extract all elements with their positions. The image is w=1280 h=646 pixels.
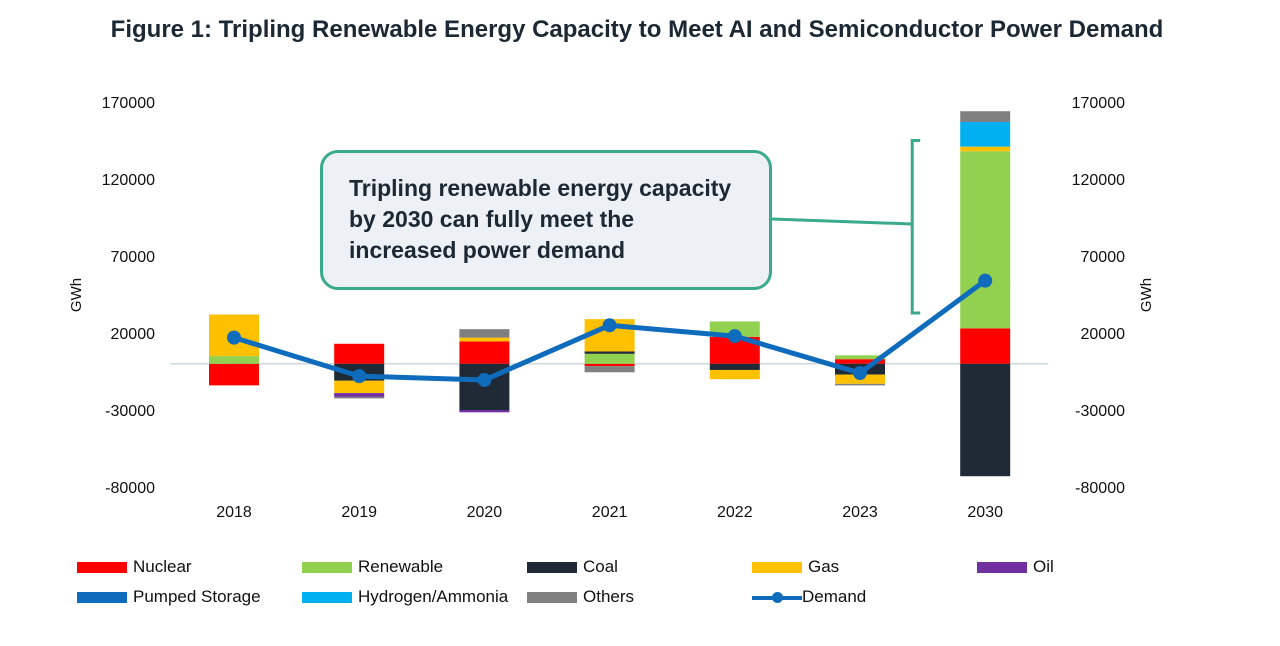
- y-axis-left: 170000 120000 70000 20000 -30000 -80000: [102, 95, 155, 497]
- bar-oil-2020: [459, 410, 510, 413]
- x-tick-2021: 2021: [592, 504, 628, 521]
- legend-label: Others: [583, 587, 635, 606]
- bar-others-2023: [835, 383, 885, 386]
- legend-item-pumped-storage: Pumped Storage: [77, 586, 261, 608]
- x-axis: 2018 2019 2020 2021 2022 2023 2030: [216, 504, 1003, 521]
- legend-swatch: [77, 591, 127, 603]
- legend-label: Gas: [808, 557, 840, 576]
- legend-swatch: [77, 561, 127, 573]
- x-tick-2018: 2018: [216, 504, 252, 521]
- legend-item-nuclear: Nuclear: [77, 556, 192, 578]
- bar-gas-2019: [334, 380, 385, 394]
- legend-item-hydrogen-ammonia: Hydrogen/Ammonia: [302, 586, 508, 608]
- legend-swatch: [977, 561, 1027, 573]
- x-tick-2020: 2020: [467, 504, 503, 521]
- bar-coal-2021: [584, 351, 635, 354]
- y-axis-title-left: GWh: [68, 278, 85, 312]
- y-tick-left: 120000: [102, 172, 155, 189]
- y-tick-right: -30000: [1075, 403, 1125, 420]
- y-tick-left: 20000: [111, 326, 156, 343]
- bar-nuclear-2019: [334, 343, 385, 364]
- legend-label: Renewable: [358, 557, 444, 576]
- bar-renewable-2021: [584, 353, 635, 364]
- callout-connector: [771, 217, 913, 226]
- y-axis-title-right: GWh: [1138, 278, 1155, 312]
- legend-item-coal: Coal: [527, 556, 618, 578]
- bar-others-2020: [459, 329, 510, 338]
- legend-swatch: [527, 591, 577, 603]
- bar-nuclear-2018: [209, 363, 259, 386]
- legend: Nuclear Renewable Coal Gas Oil Pumped Storage…: [0, 556, 1280, 616]
- demand-point-2019: [352, 369, 367, 384]
- y-tick-right: -80000: [1075, 480, 1125, 497]
- bar-hydrogen-ammonia-2030: [960, 122, 1011, 147]
- legend-item-oil: Oil: [977, 556, 1054, 578]
- y-axis-right: 170000 120000 70000 20000 -30000 -80000: [1072, 95, 1125, 497]
- demand-line-layer: [227, 273, 993, 387]
- chart-title: Figure 1: Tripling Renewable Energy Capa…: [110, 16, 1164, 43]
- legend-label: Coal: [583, 557, 618, 576]
- y-tick-left: 170000: [102, 95, 155, 112]
- x-tick-2030: 2030: [967, 504, 1003, 521]
- bar-coal-2030: [960, 363, 1011, 477]
- legend-swatch: [302, 591, 352, 603]
- bar-renewable-2030: [960, 151, 1011, 329]
- bar-nuclear-2030: [960, 328, 1011, 364]
- legend-swatch: [752, 561, 802, 573]
- y-tick-left: 70000: [111, 249, 156, 266]
- bar-renewable-2018: [209, 356, 259, 364]
- x-tick-2022: 2022: [717, 504, 753, 521]
- demand-point-2020: [477, 372, 492, 387]
- bar-oil-2019: [334, 393, 385, 397]
- y-tick-right: 70000: [1081, 249, 1126, 266]
- bar-nuclear-2020: [459, 341, 510, 364]
- bar-gas-2022: [709, 369, 760, 380]
- legend-label: Demand: [802, 587, 867, 606]
- bars-layer: [209, 111, 1011, 477]
- legend-item-demand: Demand: [752, 586, 866, 608]
- bar-others-2019: [334, 396, 385, 399]
- demand-point-2018: [227, 330, 241, 345]
- legend-item-renewable: Renewable: [302, 556, 443, 578]
- demand-point-2023: [853, 366, 867, 381]
- x-tick-2019: 2019: [341, 504, 377, 521]
- demand-point-2022: [727, 329, 742, 344]
- legend-swatch: [527, 561, 577, 573]
- legend-label: Hydrogen/Ammonia: [358, 587, 509, 606]
- legend-swatch: [302, 561, 352, 573]
- bar-nuclear-2021: [584, 363, 635, 367]
- bar-renewable-2023: [835, 355, 885, 360]
- x-tick-2023: 2023: [842, 504, 878, 521]
- callout-box: Tripling renewable energy capacity by 20…: [320, 150, 772, 290]
- legend-swatch: [752, 591, 802, 603]
- y-tick-right: 20000: [1081, 326, 1126, 343]
- legend-item-others: Others: [527, 586, 634, 608]
- y-tick-right: 120000: [1072, 172, 1125, 189]
- legend-item-gas: Gas: [752, 556, 839, 578]
- legend-label: Oil: [1033, 557, 1054, 576]
- y-tick-left: -80000: [105, 480, 155, 497]
- demand-point-2030: [978, 273, 993, 288]
- y-tick-left: -30000: [105, 403, 155, 420]
- y-tick-right: 170000: [1072, 95, 1125, 112]
- callout-bracket: [910, 139, 921, 315]
- bar-gas-2020: [459, 337, 510, 342]
- bar-others-2030: [960, 111, 1011, 123]
- bar-others-2021: [584, 366, 635, 373]
- legend-label: Pumped Storage: [133, 587, 261, 606]
- bar-coal-2022: [709, 363, 760, 370]
- legend-label: Nuclear: [133, 557, 192, 576]
- bar-nuclear-2023: [835, 359, 885, 364]
- demand-point-2021: [602, 318, 617, 333]
- bar-gas-2030: [960, 146, 1011, 152]
